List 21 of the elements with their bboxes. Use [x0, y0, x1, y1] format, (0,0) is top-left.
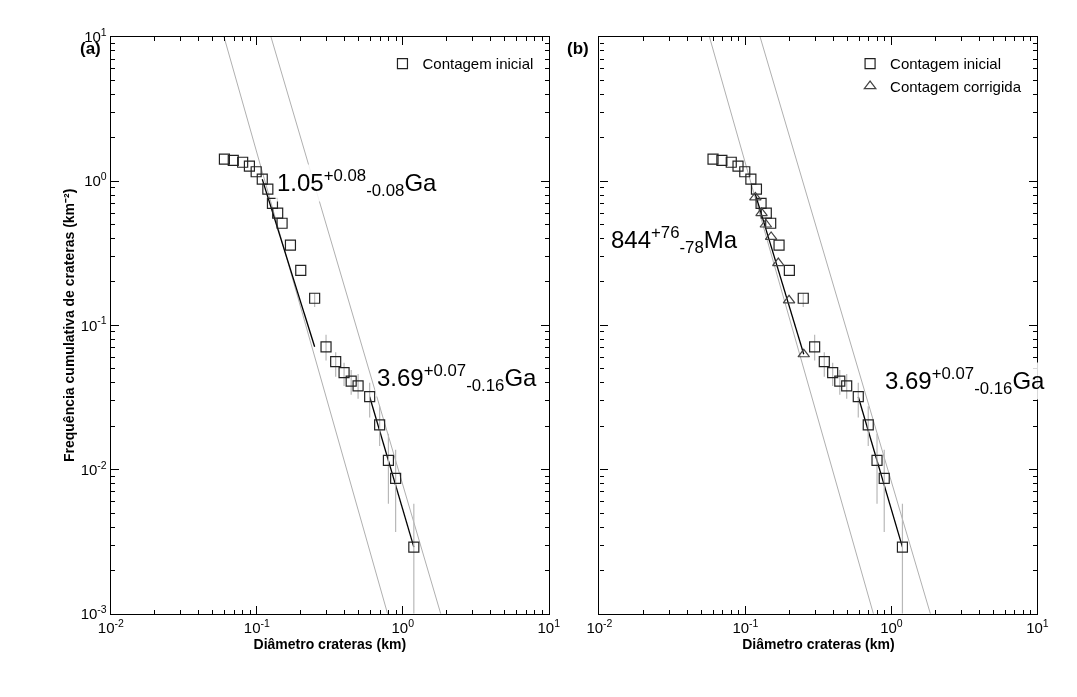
x-tick-label: 10$^{-1}$ [732, 616, 759, 636]
y-tick-label: 10$^{-1}$ [80, 314, 107, 334]
legend-label: Contagem corrigida [890, 77, 1022, 95]
x-axis-title: Diâmetro crateras (km) [742, 636, 895, 653]
x-tick-label: 10$^{-1}$ [243, 616, 270, 636]
x-tick-label: 10$^{0}$ [880, 616, 903, 636]
legend-label: Contagem inicial [422, 55, 534, 73]
x-tick-label: 10$^{1}$ [1026, 616, 1049, 636]
annotation: 844$^{+76}$$_{-78}$Ma [611, 223, 738, 258]
annotation: 3.69$^{+0.07}$$_{-0.16}$Ga [377, 361, 538, 396]
y-tick-label: 10$^{-2}$ [80, 458, 107, 478]
x-tick-label: 10$^{0}$ [391, 616, 415, 636]
y-axis-title: Frequência cumulativa de crateras (km⁻²) [61, 188, 78, 463]
chart-title: (b) [567, 39, 589, 58]
annotation: 1.05$^{+0.08}$$_{-0.08}$Ga [277, 166, 438, 201]
x-tick-label: 10$^{1}$ [537, 616, 561, 636]
y-tick-label: 10$^{0}$ [84, 170, 107, 190]
x-axis-title: Diâmetro crateras (km) [253, 636, 407, 653]
x-tick-label: 10$^{-2}$ [586, 616, 613, 636]
annotation: 3.69$^{+0.07}$$_{-0.16}$Ga [885, 364, 1046, 399]
legend-label: Contagem inicial [890, 55, 1001, 73]
